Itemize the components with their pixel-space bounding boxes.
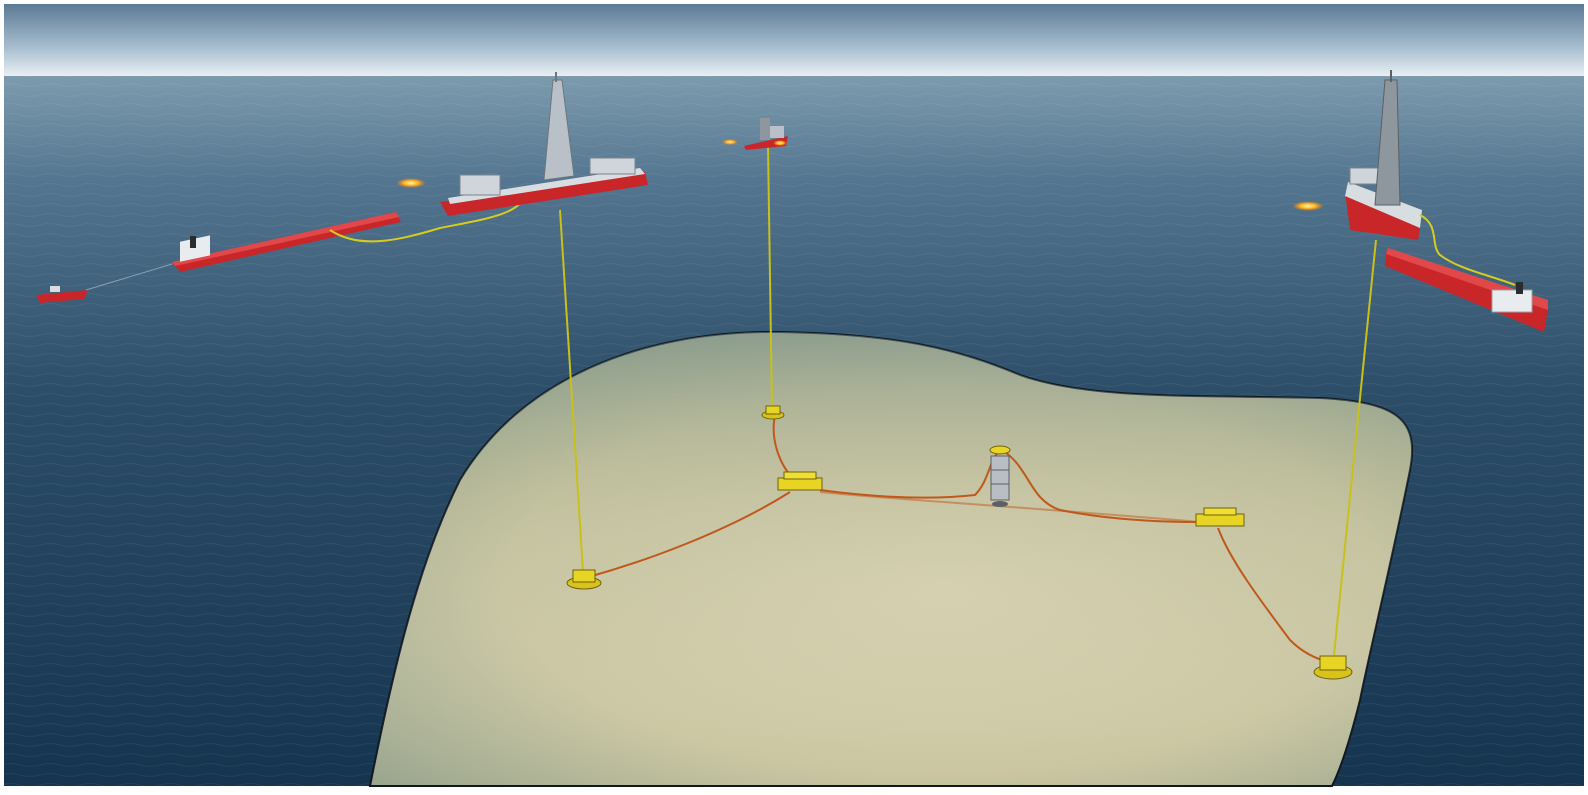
- subsea-pump-center: [989, 445, 1011, 507]
- flowline-5: [1217, 527, 1331, 663]
- flowline-6: [819, 491, 1201, 523]
- seabed-depth-shade: [370, 331, 1413, 786]
- riser-center: [767, 145, 773, 411]
- tow-line: [85, 263, 173, 291]
- subsea-wellhead-right: [1313, 655, 1353, 680]
- platform-icon: [744, 136, 788, 150]
- subsea-wellhead-left: [566, 569, 602, 590]
- subsea-manifold-left: [777, 471, 823, 491]
- derrick: [543, 79, 575, 181]
- shuttle-tanker-right: [1385, 248, 1548, 332]
- tug-boat: [36, 286, 88, 303]
- tug-boat-icon: [36, 290, 88, 303]
- offloading-hose-right: [1419, 214, 1516, 286]
- seabed-cutaway: [368, 330, 1414, 787]
- flowline-1: [584, 491, 791, 579]
- flare-icon: [396, 178, 426, 188]
- riser-left: [559, 209, 584, 573]
- subsea-wellhead-center: [761, 405, 785, 420]
- flare-icon: [773, 140, 787, 146]
- offloading-hose-left: [329, 194, 526, 243]
- distant-platform: [744, 118, 788, 150]
- flare-icon: [1292, 201, 1324, 211]
- subsea-manifold-icon: [1195, 513, 1245, 527]
- subsea-manifold-icon: [777, 477, 823, 491]
- derrick: [1374, 79, 1401, 206]
- drillship-icon: [440, 172, 648, 216]
- drillship-right: [1345, 70, 1422, 240]
- subsea-manifold-right: [1195, 507, 1245, 527]
- riser-right: [1333, 239, 1377, 656]
- flare-icon: [722, 139, 738, 145]
- risers: [559, 145, 1377, 656]
- shuttle-tanker-left: [172, 212, 401, 272]
- subsea-pump-icon: [990, 455, 1010, 501]
- sky: [4, 4, 1584, 78]
- drillship-left: [440, 72, 648, 216]
